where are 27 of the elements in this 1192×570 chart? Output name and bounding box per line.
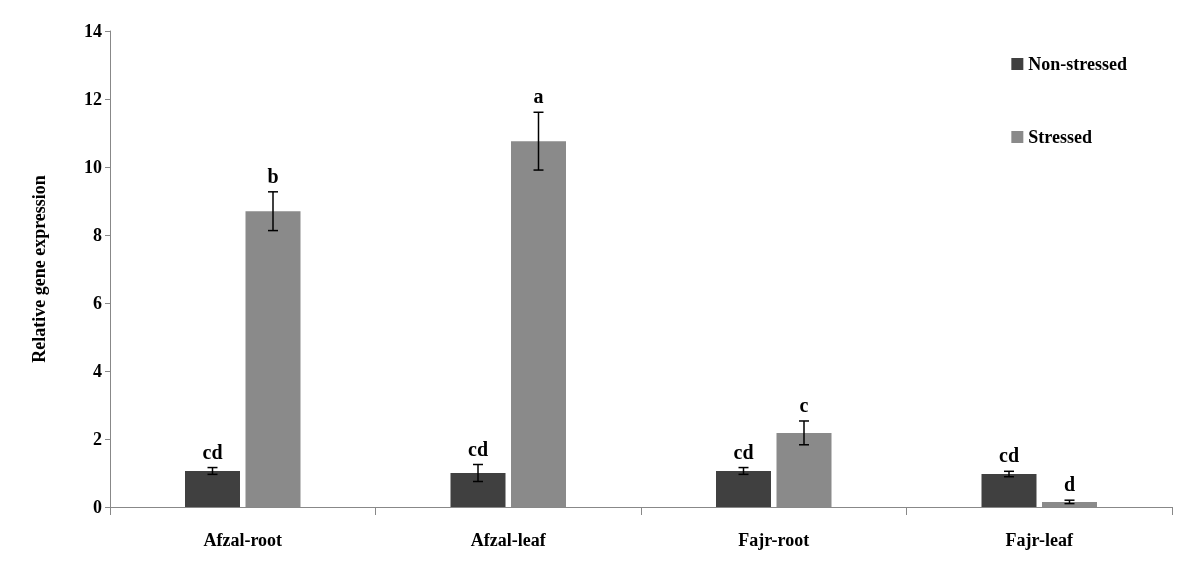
bar	[981, 474, 1037, 507]
y-axis-title: Relative gene expression	[29, 175, 49, 363]
x-tick-label: Afzal-leaf	[470, 530, 547, 550]
y-tick-label: 12	[84, 89, 102, 109]
y-tick-label: 4	[93, 361, 102, 381]
data-label: b	[267, 164, 279, 187]
y-tick-label: 10	[84, 157, 102, 177]
data-label: d	[1063, 473, 1076, 496]
data-label: cd	[468, 437, 488, 460]
y-tick-label: 8	[93, 225, 102, 245]
data-label: cd	[999, 444, 1019, 467]
y-tick-label: 2	[93, 429, 102, 449]
data-label: cd	[733, 440, 754, 463]
bar	[185, 470, 240, 507]
bar	[716, 470, 771, 507]
bar	[450, 473, 506, 507]
y-tick-label: 14	[84, 21, 102, 41]
x-tick-label: Afzal-root	[203, 530, 283, 550]
x-tick-label: Fajr-root	[738, 530, 810, 550]
data-label: cd	[202, 440, 223, 463]
y-tick-label: 6	[93, 293, 102, 313]
legend-label: Stressed	[1028, 127, 1093, 147]
y-tick-label: 0	[93, 497, 102, 517]
x-tick-label: Fajr-leaf	[1005, 530, 1074, 550]
data-label: c	[799, 393, 809, 416]
data-label: a	[533, 85, 544, 108]
legend-label: Non-stressed	[1028, 54, 1128, 74]
